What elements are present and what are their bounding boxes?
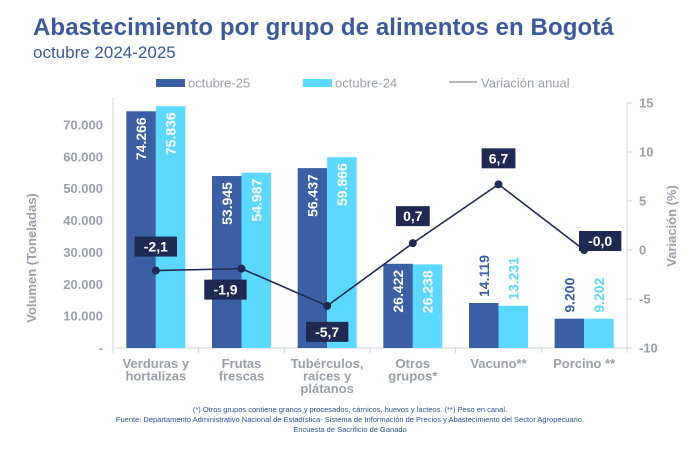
bar-octubre-25 bbox=[126, 111, 156, 348]
bar-octubre-25 bbox=[469, 302, 499, 348]
variation-label-box bbox=[305, 321, 349, 342]
bar-octubre-24-value-label: 59.866 bbox=[334, 163, 350, 206]
variation-point bbox=[237, 264, 246, 273]
bar-octubre-24 bbox=[327, 157, 357, 348]
bar-octubre-24-value-label: 54.987 bbox=[248, 179, 264, 222]
y-axis-title: Volumen (Toneladas) bbox=[24, 193, 39, 323]
variation-point bbox=[408, 239, 417, 248]
variation-value-label: -1,9 bbox=[213, 282, 237, 298]
chart-title: Abastecimiento por grupo de alimentos en… bbox=[33, 14, 614, 41]
x-category-label: Otros grupos* bbox=[388, 356, 438, 384]
y2-tick-label: 5 bbox=[639, 194, 646, 209]
bar-labels: 74.266 75.836 53.945 54.987 56.437 59.866 26.4… bbox=[133, 112, 607, 313]
bar-octubre-25-value-label: 74.266 bbox=[133, 117, 149, 160]
x-category-label-line: hortalizas bbox=[125, 369, 186, 384]
variation-value-label: 6,7 bbox=[489, 150, 509, 166]
y-tick-label: 10.000 bbox=[63, 309, 103, 324]
bar-octubre-24-value-label: 75.836 bbox=[163, 112, 179, 155]
y2-axis-ticks: -10 -5 0 5 10 15 bbox=[627, 96, 658, 356]
y-tick-label: 50.000 bbox=[63, 181, 103, 196]
x-category-label-line: Verduras y bbox=[123, 356, 190, 371]
variation-point bbox=[323, 301, 332, 310]
x-axis-ticks: Verduras y hortalizas Frutas frescas Tubércu… bbox=[112, 348, 628, 396]
x-category-label: Vacuno** bbox=[470, 356, 527, 371]
bar-octubre-25-value-label: 9.200 bbox=[561, 277, 577, 312]
variation-label-box bbox=[204, 279, 247, 300]
bar-octubre-25 bbox=[554, 318, 585, 348]
x-category-label-line: Otros bbox=[395, 356, 430, 371]
legend-swatch-octubre-25 bbox=[156, 79, 185, 87]
y2-tick-label: 0 bbox=[639, 243, 646, 258]
bar-octubre-24 bbox=[498, 305, 528, 348]
variation-point bbox=[151, 266, 160, 275]
x-category-label-line: plátanos bbox=[300, 381, 353, 396]
x-category-label: Verduras y hortalizas bbox=[123, 356, 190, 384]
legend: octubre-25 octubre-24 Variación anual bbox=[156, 76, 570, 91]
variation-line bbox=[155, 183, 585, 307]
bars bbox=[126, 106, 614, 348]
bar-octubre-25-value-label: 26.422 bbox=[390, 270, 406, 313]
variation-value-label: -0,0 bbox=[588, 233, 612, 249]
footnote-source: Fuente: Departamento Administrativo Naci… bbox=[115, 415, 585, 424]
variation-label-box bbox=[134, 236, 178, 257]
x-category-label-line: Tubérculos, bbox=[291, 356, 364, 371]
bar-octubre-25-value-label: 53.945 bbox=[219, 182, 235, 225]
variation-line-layer: -2,1 -1,9 -5,7 0,7 6,7 -0,0 bbox=[134, 148, 622, 342]
y2-tick-label: -5 bbox=[639, 292, 651, 307]
x-category-label: Porcino ** bbox=[553, 356, 616, 371]
bar-octubre-24-value-label: 9.202 bbox=[591, 277, 607, 312]
variation-label-box bbox=[481, 148, 516, 169]
variation-label-box bbox=[395, 206, 430, 227]
chart-subtitle: octubre 2024-2025 bbox=[33, 43, 176, 62]
x-category-label-line: Porcino ** bbox=[553, 356, 616, 371]
y2-tick-label: 15 bbox=[639, 96, 653, 111]
y-tick-label: 20.000 bbox=[63, 277, 103, 292]
bar-octubre-25 bbox=[383, 263, 413, 348]
bar-octubre-25 bbox=[297, 168, 328, 348]
y-tick-label: - bbox=[99, 341, 103, 356]
x-category-label-line: Frutas bbox=[222, 356, 262, 371]
y2-axis-title: Variación (%) bbox=[664, 185, 679, 267]
legend-label-octubre-24: octubre-24 bbox=[335, 76, 397, 91]
bar-octubre-24-value-label: 13.231 bbox=[505, 257, 521, 300]
x-category-label-line: raíces y bbox=[303, 369, 352, 384]
y2-tick-label: 10 bbox=[639, 145, 653, 160]
footnote-1: (*) Otros grupos contiene granos y proce… bbox=[192, 405, 508, 414]
x-category-label: Frutas frescas bbox=[219, 356, 265, 384]
x-category-label-line: grupos* bbox=[388, 369, 438, 384]
x-category-label: Tubérculos, raíces y plátanos bbox=[291, 356, 364, 396]
y-tick-label: 70.000 bbox=[63, 117, 103, 132]
footnote-survey: Encuesta de Sacrificio de Ganado bbox=[293, 425, 407, 434]
variation-value-label: 0,7 bbox=[403, 208, 423, 224]
bar-octubre-24 bbox=[241, 172, 271, 348]
y-tick-label: 60.000 bbox=[63, 149, 103, 164]
y2-tick-label: -10 bbox=[639, 341, 658, 356]
bar-octubre-24 bbox=[584, 318, 614, 348]
bar-octubre-25 bbox=[212, 176, 242, 348]
bar-octubre-25-value-label: 14.119 bbox=[476, 255, 492, 297]
variation-value-label: -5,7 bbox=[315, 324, 339, 340]
y-tick-label: 40.000 bbox=[63, 213, 103, 228]
y-tick-label: 30.000 bbox=[63, 245, 103, 260]
bar-octubre-24 bbox=[412, 264, 443, 348]
x-category-label-line: frescas bbox=[219, 369, 265, 384]
bar-octubre-25-value-label: 56.437 bbox=[304, 174, 320, 217]
y-axis-ticks: - 10.000 20.000 30.000 40.000 50.000 60.000 70.… bbox=[63, 117, 103, 355]
legend-label-variacion: Variación anual bbox=[481, 76, 570, 91]
variation-point bbox=[494, 180, 503, 189]
legend-label-octubre-25: octubre-25 bbox=[188, 76, 250, 91]
variation-value-label: -2,1 bbox=[144, 239, 168, 255]
bar-octubre-24 bbox=[155, 106, 186, 348]
x-category-label-line: Vacuno** bbox=[470, 356, 527, 371]
legend-swatch-octubre-24 bbox=[303, 79, 332, 87]
variation-label-box bbox=[578, 231, 622, 251]
bar-octubre-24-value-label: 26.238 bbox=[420, 270, 436, 313]
